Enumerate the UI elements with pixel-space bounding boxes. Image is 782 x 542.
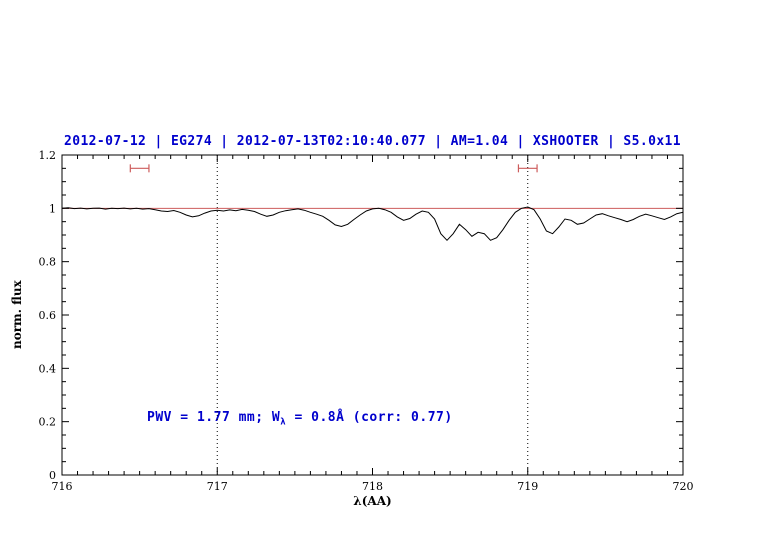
svg-text:0.4: 0.4 (39, 362, 57, 375)
svg-text:1: 1 (49, 202, 56, 215)
svg-text:720: 720 (673, 480, 694, 493)
svg-text:0: 0 (49, 469, 56, 482)
svg-text:1.2: 1.2 (39, 149, 57, 162)
lambda-subscript: λ (280, 417, 287, 428)
svg-text:716: 716 (52, 480, 73, 493)
plot-title: 2012-07-12 | EG274 | 2012-07-13T02:10:40… (64, 134, 681, 149)
pwv-annotation: PWV = 1.77 mm; Wλ = 0.8Å (corr: 0.77) (147, 410, 453, 428)
svg-text:719: 719 (517, 480, 538, 493)
svg-text:0.2: 0.2 (39, 416, 57, 429)
svg-text:717: 717 (207, 480, 228, 493)
pwv-annotation-value: = 0.8Å (corr: 0.77) (286, 410, 453, 425)
x-axis-label: λ(AA) (353, 494, 392, 508)
svg-text:0.8: 0.8 (39, 256, 57, 269)
svg-text:718: 718 (362, 480, 383, 493)
pwv-annotation-text: PWV = 1.77 mm; W (147, 410, 281, 425)
svg-text:0.6: 0.6 (39, 309, 57, 322)
